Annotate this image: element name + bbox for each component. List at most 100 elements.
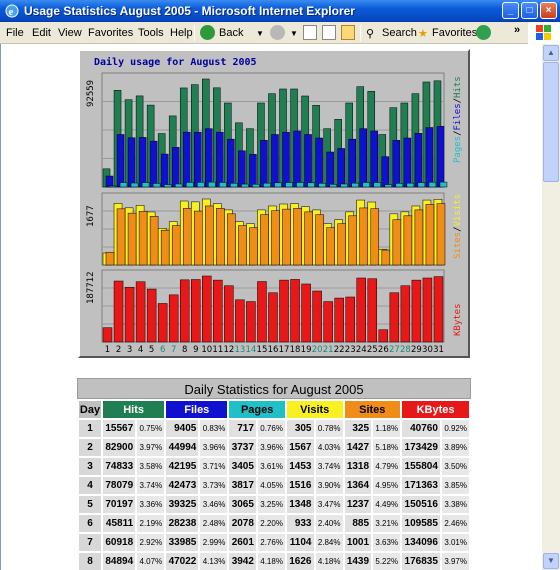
chart-bar [127,137,136,188]
toolbar-overflow-chevron[interactable]: » [514,24,521,36]
value-cell: 45811 [103,515,136,532]
percent-cell: 3.74% [137,477,165,494]
home-icon[interactable] [341,25,355,40]
back-dropdown-icon[interactable]: ▼ [256,29,264,38]
back-arrow-icon[interactable] [200,25,215,40]
chart-bar [373,182,382,188]
chart-bar [260,140,268,188]
percent-cell: 3.90% [315,477,343,494]
chart-bar [370,208,380,266]
chart-bar [179,279,190,343]
x-tick-label: 24 [356,345,367,355]
x-tick-label: 10 [201,345,212,355]
chart-bar [403,215,413,266]
chart-bar [185,182,194,188]
chart-bar [138,211,148,266]
scroll-down-arrow-icon[interactable]: ▼ [543,553,559,569]
daily-statistics-section: Daily Statistics for August 2005 Day Hit… [77,378,471,570]
chart-bar [414,209,424,266]
stop-icon[interactable] [303,25,317,40]
percent-cell: 4.13% [200,553,228,570]
legend-entry: / [453,98,463,103]
menu-tools[interactable]: Tools [138,27,164,39]
chart-bar [296,182,304,188]
chart-bar [381,156,390,188]
menu-edit[interactable]: Edit [32,27,51,39]
x-tick-label: 30 [422,345,433,355]
chart-bar [205,128,213,188]
refresh-icon[interactable] [322,25,336,40]
chart-bar [191,279,201,343]
window-title-bar[interactable]: e Usage Statistics August 2005 - Microso… [0,0,560,22]
favorites-star-icon[interactable]: ★ [418,28,428,40]
chart-bar [249,227,258,266]
page-content: Daily usage for August 2005 92559 Pages/Fi… [0,44,542,570]
y-axis-max-label: 187712 [86,271,96,304]
percent-cell: 2.92% [137,534,165,551]
percent-cell: 4.95% [373,477,401,494]
chart-bar [282,208,291,266]
chart-bar [414,133,423,188]
chart-bar [312,290,322,343]
media-icon[interactable] [476,25,491,40]
chart-bar [174,183,183,188]
percent-cell: 4.79% [373,458,401,475]
chart-bar [113,280,124,343]
x-tick-label: 16 [268,345,279,355]
windows-logo-icon [528,22,560,44]
x-tick-label: 27 [389,345,400,355]
forward-dropdown-icon[interactable]: ▼ [290,29,298,38]
search-button[interactable]: Search [382,27,417,39]
menu-view[interactable]: View [58,27,82,39]
table-row: 7 60918 2.92% 33985 2.99% 2601 2.76% 1104 2.84% 1… [79,534,469,551]
menu-file[interactable]: File [6,27,24,39]
day-cell: 5 [79,496,101,513]
legend-entry: Pages [453,136,463,163]
day-cell: 4 [79,477,101,494]
percent-cell: 3.71% [200,458,228,475]
value-cell: 3065 [229,496,256,513]
x-tick-label: 3 [127,345,132,355]
chart-bar [238,225,247,266]
chart-bar [163,184,172,188]
x-tick-label: 18 [290,345,301,355]
chart-bar [417,182,426,188]
value-cell: 1439 [344,553,372,570]
scroll-thumb[interactable] [543,62,559,182]
vertical-scrollbar[interactable]: ▲ ▼ [542,44,560,570]
minimize-button[interactable]: _ [502,2,519,19]
back-button[interactable]: Back [219,27,244,39]
value-cell: 717 [229,420,256,437]
maximize-button[interactable]: □ [521,2,538,19]
toolbar-separator [194,25,195,41]
scroll-up-arrow-icon[interactable]: ▲ [543,45,559,61]
percent-cell: 2.48% [200,515,228,532]
chart-bar [271,210,280,266]
close-button[interactable]: × [540,2,557,19]
chart-bar [279,279,289,343]
x-tick-label: 1 [105,345,110,355]
percent-cell: 2.19% [137,515,165,532]
chart-bar [157,303,168,343]
value-cell: 3942 [229,553,256,570]
value-cell: 33985 [166,534,199,551]
search-icon[interactable]: ⚲ [366,28,375,40]
chart-bar [138,137,147,188]
legend-entry: Visits [453,194,463,227]
menu-help[interactable]: Help [170,27,193,39]
value-cell: 1348 [286,496,314,513]
favorites-button[interactable]: Favorites [432,27,478,39]
forward-arrow-icon[interactable] [270,25,285,40]
chart-bar [293,208,302,266]
chart-bar [171,225,181,266]
value-cell: 155804 [402,458,440,475]
day-cell: 8 [79,553,101,570]
chart-bar [425,127,434,188]
percent-cell: 0.83% [200,420,228,437]
percent-cell: 2.40% [315,515,343,532]
chart-bar [428,181,437,188]
menu-favorites[interactable]: Favorites [88,27,134,39]
col-header-day: Day [79,401,101,418]
percent-cell: 3.73% [200,477,228,494]
col-header-hits: Hits [103,401,165,418]
